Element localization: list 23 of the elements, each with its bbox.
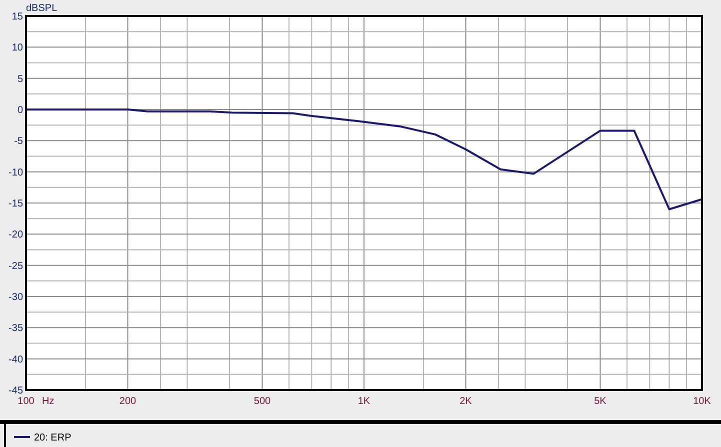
y-tick-label: -10 — [8, 167, 24, 178]
x-axis-title: Hz — [42, 396, 54, 407]
y-tick-label: 0 — [17, 105, 24, 116]
x-tick-label: 500 — [254, 396, 272, 407]
y-tick-label: -45 — [8, 386, 24, 396]
x-tick-label: 2K — [460, 396, 472, 407]
y-axis-title: dBSPL — [26, 3, 58, 14]
x-tick-label: 200 — [119, 396, 137, 407]
y-tick-label: -25 — [8, 260, 24, 272]
y-tick-label: 10 — [12, 42, 24, 54]
legend-label: 20: ERP — [34, 432, 72, 444]
y-tick-label: 15 — [12, 12, 24, 22]
y-tick-label: -40 — [8, 354, 24, 366]
y-tick-label: -20 — [8, 230, 24, 241]
x-tick-label: 5K — [594, 396, 607, 407]
y-tick-label: -30 — [8, 292, 24, 303]
y-tick-label: -35 — [8, 323, 24, 334]
y-tick-label: -15 — [8, 198, 24, 210]
x-tick-label: 100 — [18, 396, 35, 407]
x-tick-label: 1K — [358, 396, 370, 407]
y-tick-label: -5 — [14, 136, 24, 148]
y-tick-label: 5 — [17, 74, 24, 85]
x-tick-label: 10K — [693, 396, 712, 407]
